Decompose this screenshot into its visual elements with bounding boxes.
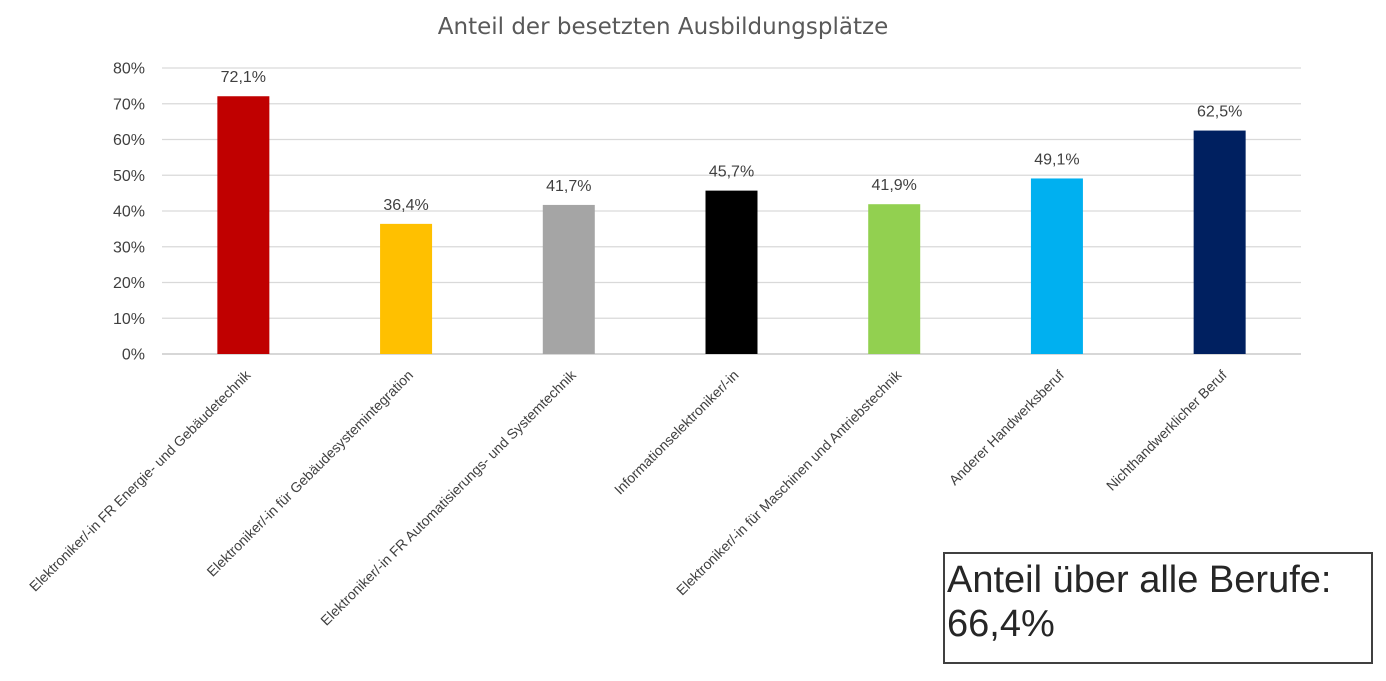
- overall-share-value: 66,4%: [947, 603, 1055, 645]
- category-label-7: Nichthandwerklicher Beruf: [1103, 367, 1230, 494]
- bar-1: [217, 96, 270, 355]
- y-tick-label: 50%: [113, 168, 145, 185]
- y-tick-label: 10%: [113, 311, 145, 328]
- bar-5: [868, 204, 921, 354]
- y-tick-label: 40%: [113, 204, 145, 221]
- data-label-6: 49,1%: [1034, 151, 1079, 168]
- data-label-3: 41,7%: [546, 178, 591, 195]
- overall-share-annotation: Anteil über alle Berufe: 66,4%: [943, 552, 1373, 664]
- data-label-2: 36,4%: [383, 197, 428, 214]
- category-label-2: Elektroniker/-in für Gebäudesystemintegr…: [203, 367, 416, 580]
- bar-4: [705, 190, 758, 354]
- data-label-1: 72,1%: [221, 69, 266, 86]
- y-tick-label: 20%: [113, 275, 145, 292]
- y-tick-label: 60%: [113, 132, 145, 149]
- overall-share-label: Anteil über alle Berufe:: [947, 559, 1332, 601]
- y-tick-label: 70%: [113, 96, 145, 113]
- bar-7: [1193, 130, 1246, 354]
- y-tick-label: 80%: [113, 61, 145, 78]
- chart-title: Anteil der besetzten Ausbildungsplätze: [438, 14, 888, 40]
- bar-2: [380, 223, 433, 354]
- data-label-5: 41,9%: [872, 177, 917, 194]
- bar-6: [1030, 178, 1083, 354]
- category-label-4: Informationselektroniker/-in: [611, 367, 742, 498]
- data-label-7: 62,5%: [1197, 104, 1242, 121]
- y-tick-label: 30%: [113, 239, 145, 256]
- bar-3: [542, 204, 595, 354]
- category-label-6: Anderer Handwerksberuf: [946, 367, 1067, 488]
- y-tick-label: 0%: [122, 347, 145, 364]
- category-label-3: Elektroniker/-in FR Automatisierungs- un…: [317, 366, 579, 628]
- data-label-4: 45,7%: [709, 164, 754, 181]
